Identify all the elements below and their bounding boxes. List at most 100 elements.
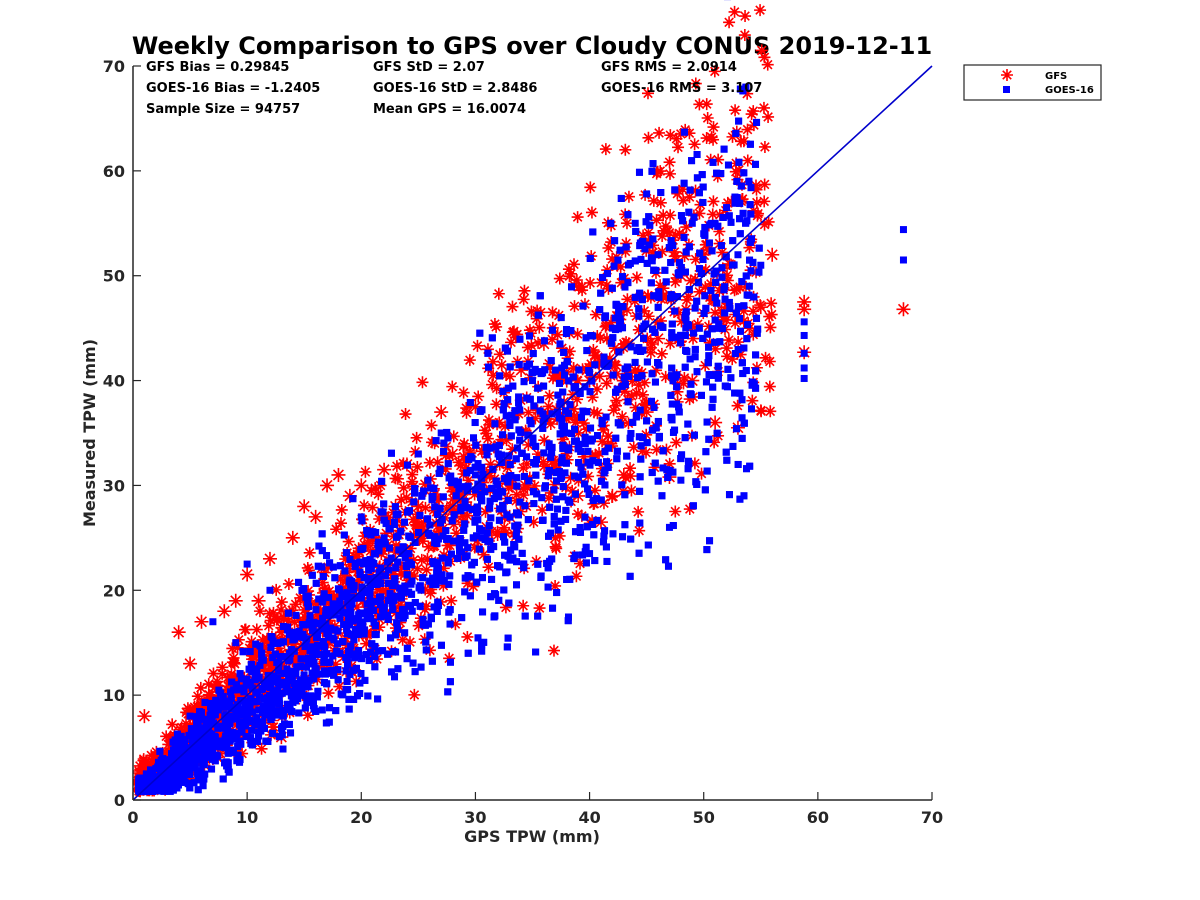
goes16-point bbox=[411, 538, 419, 546]
gfs-point bbox=[517, 483, 530, 496]
goes16-point bbox=[732, 425, 740, 433]
goes16-point bbox=[650, 292, 658, 300]
gfs-point bbox=[571, 328, 584, 341]
gfs-point bbox=[460, 461, 473, 474]
gfs-point bbox=[264, 663, 277, 676]
gfs-point bbox=[673, 185, 686, 198]
goes16-point bbox=[355, 651, 363, 659]
gfs-point bbox=[334, 573, 347, 586]
goes16-point bbox=[539, 418, 547, 426]
gfs-point bbox=[587, 344, 600, 357]
goes16-point bbox=[620, 373, 628, 381]
goes16-point bbox=[525, 332, 533, 340]
goes16-point bbox=[632, 227, 640, 235]
gfs-point bbox=[582, 470, 595, 483]
goes16-point bbox=[643, 439, 651, 447]
goes16-point bbox=[289, 698, 297, 706]
gfs-point bbox=[626, 375, 639, 388]
goes16-point bbox=[236, 670, 244, 678]
gfs-point bbox=[551, 328, 564, 341]
gfs-point bbox=[399, 408, 412, 421]
gfs-point bbox=[228, 593, 243, 608]
gfs-point bbox=[320, 478, 335, 493]
gfs-point bbox=[166, 718, 179, 731]
gfs-point bbox=[664, 129, 677, 142]
goes16-point bbox=[575, 366, 583, 374]
goes16-point bbox=[504, 552, 512, 560]
goes16-point bbox=[344, 661, 352, 669]
gfs-point bbox=[389, 472, 402, 485]
goes16-point bbox=[260, 695, 268, 703]
gfs-point bbox=[484, 458, 497, 471]
goes16-point bbox=[237, 675, 245, 683]
gfs-point bbox=[564, 267, 577, 280]
gfs-point bbox=[764, 321, 777, 334]
goes16-point bbox=[472, 441, 480, 449]
goes16-point bbox=[529, 439, 537, 447]
goes16-point bbox=[607, 339, 615, 347]
gfs-point bbox=[289, 598, 302, 611]
gfs-point bbox=[620, 237, 633, 250]
goes16-point bbox=[651, 378, 659, 386]
gfs-point bbox=[708, 65, 721, 78]
gfs-point bbox=[354, 478, 369, 493]
goes16-point bbox=[627, 430, 635, 438]
goes16-point bbox=[615, 308, 623, 316]
goes16-point bbox=[255, 693, 263, 701]
goes16-point bbox=[647, 397, 655, 405]
goes16-point bbox=[194, 786, 202, 794]
goes16-point bbox=[729, 237, 737, 245]
goes16-point bbox=[648, 167, 656, 175]
goes16-point bbox=[622, 243, 630, 251]
goes16-point bbox=[320, 590, 328, 598]
goes16-point bbox=[376, 601, 384, 609]
gfs-point bbox=[490, 320, 503, 333]
gfs-point bbox=[689, 77, 702, 90]
gfs-point bbox=[577, 417, 590, 430]
goes16-point bbox=[627, 535, 635, 543]
goes16-point bbox=[724, 365, 732, 373]
gfs-point bbox=[629, 401, 642, 414]
gfs-point bbox=[202, 678, 215, 691]
goes16-point bbox=[318, 706, 326, 714]
gfs-point bbox=[322, 687, 335, 700]
gfs-point bbox=[323, 585, 336, 598]
gfs-point bbox=[415, 553, 428, 566]
goes16-point bbox=[509, 382, 517, 390]
gfs-point bbox=[542, 492, 555, 505]
gfs-point bbox=[722, 334, 735, 347]
goes16-point bbox=[345, 695, 353, 703]
gfs-point bbox=[531, 304, 544, 317]
gfs-point bbox=[574, 557, 587, 570]
goes16-point bbox=[248, 726, 256, 734]
goes16-point bbox=[743, 335, 751, 343]
gfs-point bbox=[632, 323, 645, 336]
goes16-point bbox=[318, 530, 326, 538]
goes16-point bbox=[571, 472, 579, 480]
goes16-point bbox=[142, 770, 150, 778]
goes16-point bbox=[394, 625, 402, 633]
goes16-point bbox=[379, 647, 387, 655]
gfs-point bbox=[510, 488, 523, 501]
gfs-point bbox=[395, 561, 408, 574]
goes16-point bbox=[697, 391, 705, 399]
gfs-point bbox=[544, 418, 557, 431]
goes16-point bbox=[230, 686, 238, 694]
gfs-point bbox=[572, 426, 585, 439]
goes16-point bbox=[242, 722, 250, 730]
gfs-point bbox=[308, 509, 323, 524]
gfs-point bbox=[450, 504, 463, 517]
gfs-point bbox=[693, 285, 706, 298]
goes16-point bbox=[643, 358, 651, 366]
gfs-point bbox=[746, 394, 759, 407]
goes16-point bbox=[319, 637, 327, 645]
gfs-point bbox=[562, 411, 575, 424]
gfs-point bbox=[704, 277, 717, 290]
goes16-point bbox=[473, 503, 481, 511]
goes16-point bbox=[549, 604, 557, 612]
goes16-point bbox=[534, 384, 542, 392]
gfs-point bbox=[413, 533, 426, 546]
goes16-point bbox=[739, 370, 747, 378]
gfs-point bbox=[450, 527, 463, 540]
goes16-point bbox=[691, 304, 699, 312]
